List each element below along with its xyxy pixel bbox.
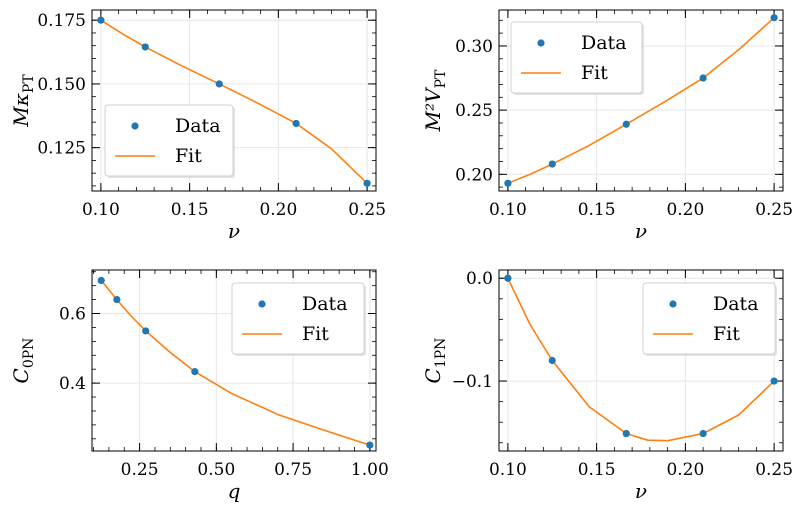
data-point [292, 119, 300, 128]
plot-frame [498, 9, 784, 192]
legend-label-fit: Fit [175, 145, 202, 167]
y-axis-label: C0PN [9, 338, 37, 384]
y-tick-label: 0.125 [37, 139, 86, 159]
data-point [141, 43, 149, 51]
chart-panel-2: 0.10 0.15 0.20 0.25 0.20 0.25 0.30 ν M²VPT Data Fi… [421, 9, 793, 243]
legend: Data Fit [510, 21, 644, 95]
y-tick-label: 0.25 [455, 101, 493, 121]
data-point [622, 120, 630, 128]
data-point [504, 274, 512, 282]
x-axis-label: ν [635, 479, 647, 503]
y-tick-label: 0.6 [59, 305, 86, 325]
x-axis-label: ν [228, 219, 240, 243]
x-axis-label: ν [635, 219, 647, 243]
legend-box [104, 104, 234, 177]
data-point [191, 368, 199, 376]
legend-label-fit: Fit [581, 62, 608, 84]
legend-box [231, 282, 365, 355]
data-point [622, 429, 630, 438]
fit-line [100, 279, 371, 446]
chart-panel-4: 0.10 0.15 0.20 0.25 −0.1 0.0 ν C1PN Data Fit [421, 269, 793, 503]
x-tick-label: 0.50 [197, 460, 235, 480]
y-axis-label-sub: 0PN [21, 338, 37, 369]
legend-marker-data [258, 300, 266, 308]
data-point [548, 356, 556, 365]
legend-box [510, 21, 643, 94]
x-tick-label: 0.15 [578, 200, 616, 220]
x-tick-label: 0.15 [578, 460, 616, 480]
legend-box [642, 282, 776, 355]
y-tick-label: 0.30 [455, 37, 493, 57]
data-point [113, 295, 121, 304]
plot-frame [498, 269, 784, 452]
x-tick-label: 0.10 [82, 200, 120, 220]
y-axis-label-sub: 1PN [433, 338, 449, 369]
legend-label-data: Data [175, 115, 221, 137]
legend-marker-data [131, 122, 139, 130]
y-axis-label-main: Mκ [9, 93, 33, 128]
data-point [97, 16, 105, 24]
y-axis-label: M²VPT [421, 69, 449, 132]
data-point [770, 377, 778, 385]
x-tick-label: 0.25 [348, 200, 386, 220]
legend-label-data: Data [581, 32, 627, 54]
legend-label-fit: Fit [302, 323, 329, 345]
y-axis-label-main: C [9, 368, 33, 383]
data-point [97, 276, 105, 285]
legend-marker-data [537, 39, 545, 47]
x-tick-label: 1.00 [351, 460, 389, 480]
data-point [366, 441, 374, 449]
plot-frame [91, 9, 377, 192]
data-point [548, 160, 556, 168]
y-tick-label: 0.20 [455, 165, 493, 185]
x-tick-label: 0.15 [171, 200, 209, 220]
data-point [363, 179, 371, 187]
fit-line [507, 277, 775, 442]
y-axis-label: C1PN [421, 338, 449, 384]
x-tick-label: 0.75 [274, 460, 312, 480]
x-tick-label: 0.25 [755, 200, 793, 220]
x-tick-label: 0.20 [666, 460, 704, 480]
data-point [699, 429, 707, 438]
x-tick-label: 0.25 [121, 460, 159, 480]
data-point [770, 14, 778, 22]
legend: Data Fit [642, 282, 777, 356]
y-tick-label: 0.150 [37, 75, 86, 95]
x-axis-label: q [228, 479, 241, 503]
x-tick-label: 0.20 [666, 200, 704, 220]
y-tick-label: 0.4 [59, 374, 86, 394]
data-point [699, 74, 707, 82]
legend-label-data: Data [713, 293, 759, 315]
y-tick-label: 0.175 [37, 11, 86, 31]
legend: Data Fit [104, 104, 235, 178]
x-tick-label: 0.10 [489, 460, 527, 480]
chart-panel-3: 0.25 0.50 0.75 1.00 0.4 0.6 q C0PN Data Fit [9, 269, 389, 503]
data-point [504, 179, 512, 187]
y-axis-label-main: M²V [421, 86, 445, 132]
y-axis-label-main: C [421, 368, 445, 383]
x-tick-label: 0.25 [755, 460, 793, 480]
data-point [142, 327, 150, 335]
chart-panel-1: 0.10 0.15 0.20 0.25 0.125 0.150 0.175 ν MκPT Data… [9, 9, 386, 243]
y-tick-label: −0.1 [452, 372, 493, 392]
legend-label-data: Data [302, 293, 348, 315]
y-tick-label: 0.0 [466, 269, 493, 289]
y-axis-label-sub: PT [21, 74, 37, 93]
y-axis-label: MκPT [9, 74, 37, 128]
x-tick-label: 0.10 [489, 200, 527, 220]
legend: Data Fit [231, 282, 366, 356]
legend-label-fit: Fit [713, 323, 740, 345]
y-axis-label-sub: PT [433, 69, 449, 88]
x-tick-label: 0.20 [259, 200, 297, 220]
plot-frame [91, 269, 377, 452]
data-point [215, 80, 223, 88]
legend-marker-data [669, 300, 677, 308]
